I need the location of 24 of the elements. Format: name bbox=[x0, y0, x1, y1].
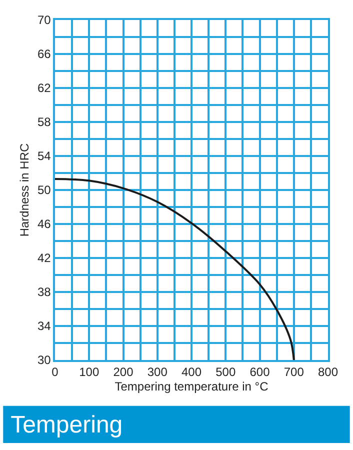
y-tick-label: 42 bbox=[37, 251, 52, 266]
x-tick-label: 400 bbox=[181, 365, 202, 380]
y-tick-label: 50 bbox=[37, 183, 52, 198]
y-tick-label: 34 bbox=[37, 319, 52, 334]
x-axis-title: Tempering temperature in °C bbox=[114, 380, 269, 394]
x-tick-label: 800 bbox=[318, 365, 338, 380]
line-series bbox=[55, 178, 295, 360]
text: Tempering bbox=[10, 411, 123, 438]
x-tick-label: 0 bbox=[52, 365, 59, 380]
y-tick-label: 30 bbox=[37, 353, 52, 368]
x-tick-label: 600 bbox=[250, 365, 270, 380]
y-tick-label: 62 bbox=[37, 81, 52, 96]
x-tick-label: 100 bbox=[79, 365, 100, 380]
y-tick-label: 46 bbox=[37, 217, 52, 232]
y-tick-label: 66 bbox=[37, 47, 52, 62]
y-tick-label: 70 bbox=[37, 13, 52, 28]
y-tick-label: 38 bbox=[37, 285, 52, 300]
y-axis-title: Hardness in HRC bbox=[17, 142, 32, 237]
x-tick-label: 700 bbox=[284, 365, 304, 380]
x-tick-label: 500 bbox=[216, 365, 236, 380]
y-tick-label: 54 bbox=[37, 149, 52, 164]
y-tick-label: 58 bbox=[37, 115, 52, 130]
x-tick-label: 200 bbox=[113, 365, 134, 380]
x-tick-label: 300 bbox=[147, 365, 168, 380]
